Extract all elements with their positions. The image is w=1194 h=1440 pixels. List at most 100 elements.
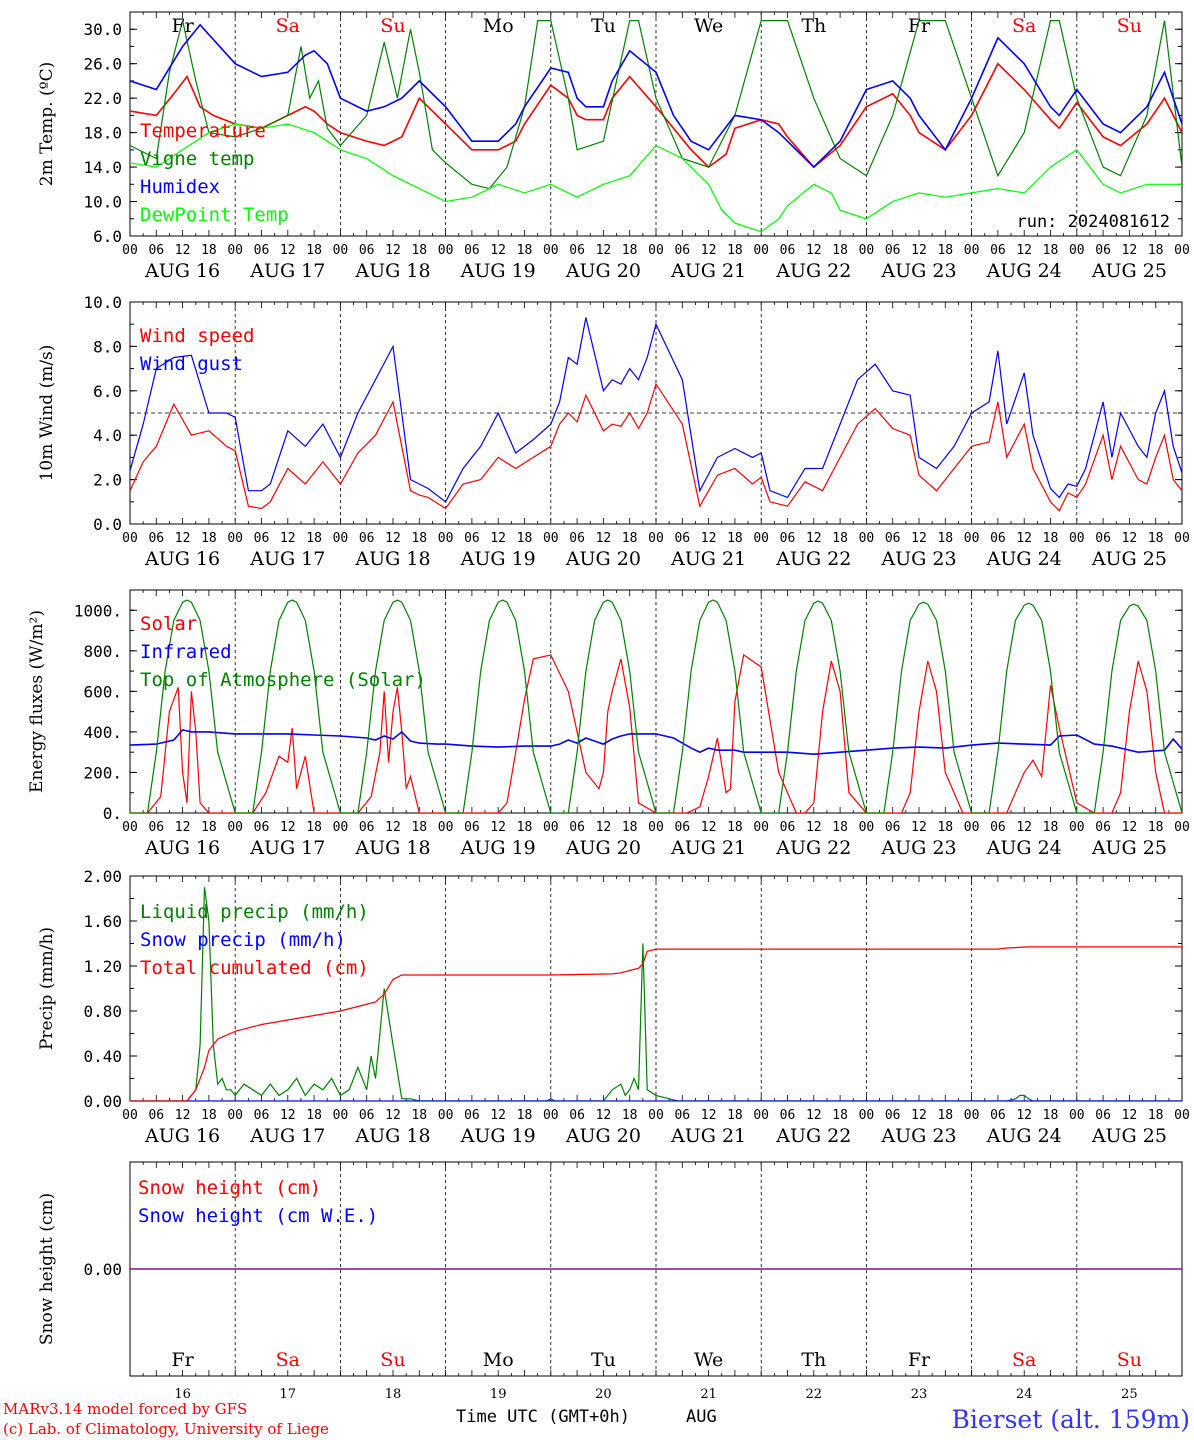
date-label: AUG 23 [880, 260, 956, 282]
date-label: AUG 18 [354, 548, 430, 570]
series-line-vigne-temp [130, 20, 1182, 190]
hour-tick-label: 06 [148, 243, 164, 258]
hour-tick-label: 12 [1016, 1108, 1032, 1123]
date-label: AUG 17 [249, 548, 325, 570]
time-axis-label: Time UTC (GMT+0h) [456, 1407, 630, 1427]
chart-panel-1: 6.0 10.0 14.0 18.0 22.0 26.0 30.0 2m Temp. (ºC)… [37, 11, 1190, 282]
hour-tick-label: 00 [438, 1108, 454, 1123]
y-axis-title: Snow height (cm) [37, 1193, 57, 1345]
legend-entry: Wind gust [140, 353, 243, 375]
date-label: AUG 20 [565, 1125, 641, 1147]
date-label: AUG 22 [775, 260, 851, 282]
hour-tick-label: 00 [543, 243, 559, 258]
hour-tick-label: 12 [806, 531, 822, 546]
y-axis-title: 2m Temp. (ºC) [37, 62, 57, 187]
legend-entry: Snow height (cm) [138, 1177, 321, 1199]
date-label: AUG 16 [144, 1125, 220, 1147]
hour-tick-label: 12 [701, 531, 717, 546]
day-number-label: 21 [700, 1387, 717, 1402]
y-tick-label: 26.0 [83, 55, 122, 74]
hour-tick-label: 18 [201, 243, 217, 258]
date-label: AUG 18 [354, 837, 430, 859]
date-label: AUG 16 [144, 260, 220, 282]
hour-tick-label: 18 [1043, 243, 1059, 258]
series-line-top-of-atmosphere-solar [130, 599, 1182, 813]
hour-tick-label: 12 [596, 820, 612, 835]
hour-tick-label: 18 [517, 243, 533, 258]
hour-tick-label: 12 [1122, 531, 1138, 546]
hour-tick-label: 00 [122, 243, 138, 258]
hour-tick-label: 00 [859, 820, 875, 835]
hour-tick-label: 06 [885, 820, 901, 835]
hour-tick-label: 06 [1095, 1108, 1111, 1123]
date-label: AUG 24 [986, 548, 1062, 570]
date-label: AUG 22 [775, 548, 851, 570]
hour-tick-label: 06 [148, 820, 164, 835]
y-tick-label: 6.0 [93, 382, 122, 401]
y-tick-label: 10.0 [83, 193, 122, 212]
y-tick-label: 14.0 [83, 158, 122, 177]
series-line-humidex [130, 23, 1182, 169]
y-tick-label: 0.40 [83, 1047, 122, 1066]
hour-tick-label: 06 [885, 1108, 901, 1123]
hour-tick-label: 12 [1122, 243, 1138, 258]
hour-tick-label: 12 [1016, 820, 1032, 835]
hour-tick-label: 00 [122, 820, 138, 835]
weekday-label: Su [380, 15, 405, 37]
month-label: AUG [686, 1407, 717, 1427]
hour-tick-label: 18 [1148, 820, 1164, 835]
hour-tick-label: 18 [832, 531, 848, 546]
day-number-label: 16 [174, 1387, 191, 1402]
hour-tick-label: 18 [937, 1108, 953, 1123]
hour-tick-label: 06 [780, 531, 796, 546]
date-label: AUG 21 [670, 260, 746, 282]
series-line-solar [130, 653, 1182, 813]
hour-tick-label: 06 [674, 820, 690, 835]
hour-tick-label: 00 [333, 531, 349, 546]
hour-tick-label: 18 [201, 820, 217, 835]
weekday-label: Su [380, 1349, 405, 1371]
legend-entry: Wind speed [140, 325, 254, 347]
hour-tick-label: 18 [1148, 243, 1164, 258]
hour-tick-label: 00 [1174, 1108, 1190, 1123]
station-label: Bierset (alt. 159m) [951, 1405, 1190, 1434]
date-label: AUG 22 [775, 1125, 851, 1147]
hour-tick-label: 00 [1174, 243, 1190, 258]
hour-tick-label: 00 [964, 531, 980, 546]
date-label: AUG 21 [670, 548, 746, 570]
hour-tick-label: 00 [122, 531, 138, 546]
copyright-credit: (c) Lab. of Climatology, University of L… [3, 1420, 329, 1438]
hour-tick-label: 00 [1069, 531, 1085, 546]
hour-tick-label: 12 [911, 1108, 927, 1123]
day-number-label: 23 [911, 1387, 928, 1402]
hour-tick-label: 12 [490, 820, 506, 835]
hour-tick-label: 00 [859, 1108, 875, 1123]
hour-tick-label: 18 [411, 820, 427, 835]
legend-entry: Infrared [140, 641, 232, 663]
hour-tick-label: 12 [701, 1108, 717, 1123]
legend-entry: Liquid precip (mm/h) [140, 901, 369, 923]
y-tick-label: 18.0 [83, 124, 122, 143]
hour-tick-label: 00 [648, 1108, 664, 1123]
hour-tick-label: 00 [753, 820, 769, 835]
series-line-wind-speed [130, 382, 1182, 512]
hour-tick-label: 00 [333, 1108, 349, 1123]
hour-tick-label: 06 [1095, 243, 1111, 258]
hour-tick-label: 00 [964, 1108, 980, 1123]
y-tick-label: 200. [83, 763, 122, 782]
y-tick-label: 1.60 [83, 912, 122, 931]
weekday-label: Mo [483, 1349, 514, 1371]
hour-tick-label: 00 [648, 243, 664, 258]
hour-tick-label: 18 [937, 531, 953, 546]
model-credit: MARv3.14 model forced by GFS [3, 1400, 247, 1418]
y-tick-label: 800. [83, 642, 122, 661]
y-axis-title: Energy fluxes (W/m²) [27, 610, 47, 793]
hour-tick-label: 18 [622, 1108, 638, 1123]
hour-tick-label: 00 [333, 820, 349, 835]
weekday-label: Su [1117, 1349, 1142, 1371]
hour-tick-label: 00 [543, 1108, 559, 1123]
weekday-label: Fr [908, 1349, 931, 1371]
hour-tick-label: 12 [1016, 243, 1032, 258]
hour-tick-label: 06 [885, 243, 901, 258]
